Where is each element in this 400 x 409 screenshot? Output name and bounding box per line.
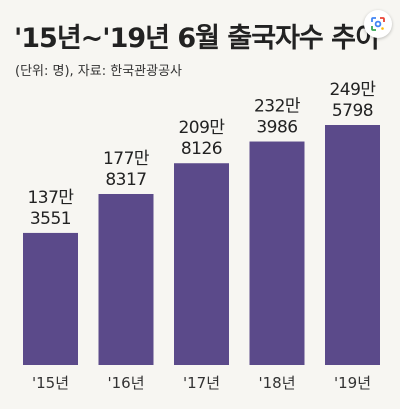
x-tick-label-4: '19년 [334, 374, 371, 392]
data-label-4-1: 5798 [332, 101, 373, 121]
lens-button[interactable] [364, 10, 392, 38]
data-label-1-1: 8317 [105, 170, 146, 190]
x-tick-label-2: '17년 [183, 374, 220, 392]
bar-1 [98, 193, 154, 365]
google-lens-icon [371, 17, 385, 31]
bar-4 [325, 125, 380, 365]
data-label-2-1: 8126 [181, 139, 222, 159]
data-label-3-0: 232만 [254, 97, 301, 117]
data-label-0-1: 3551 [30, 209, 71, 229]
bar-0 [23, 232, 78, 365]
bar-2 [174, 163, 229, 365]
data-label-2-0: 209만 [178, 118, 225, 138]
data-label-4-0: 249만 [329, 80, 376, 100]
data-label-1-0: 177만 [103, 149, 150, 169]
x-tick-label-3: '18년 [258, 374, 295, 392]
bar-3 [249, 141, 305, 365]
x-tick-label-0: '15년 [32, 374, 69, 392]
data-label-3-1: 3986 [256, 118, 297, 138]
x-tick-label-1: '16년 [107, 374, 144, 392]
data-label-0-0: 137만 [27, 188, 74, 208]
chart-title: '15년~'19년 6월 출국자수 추이 [14, 23, 380, 54]
chart-subtitle: (단위: 명), 자료: 한국관광공사 [15, 64, 182, 79]
